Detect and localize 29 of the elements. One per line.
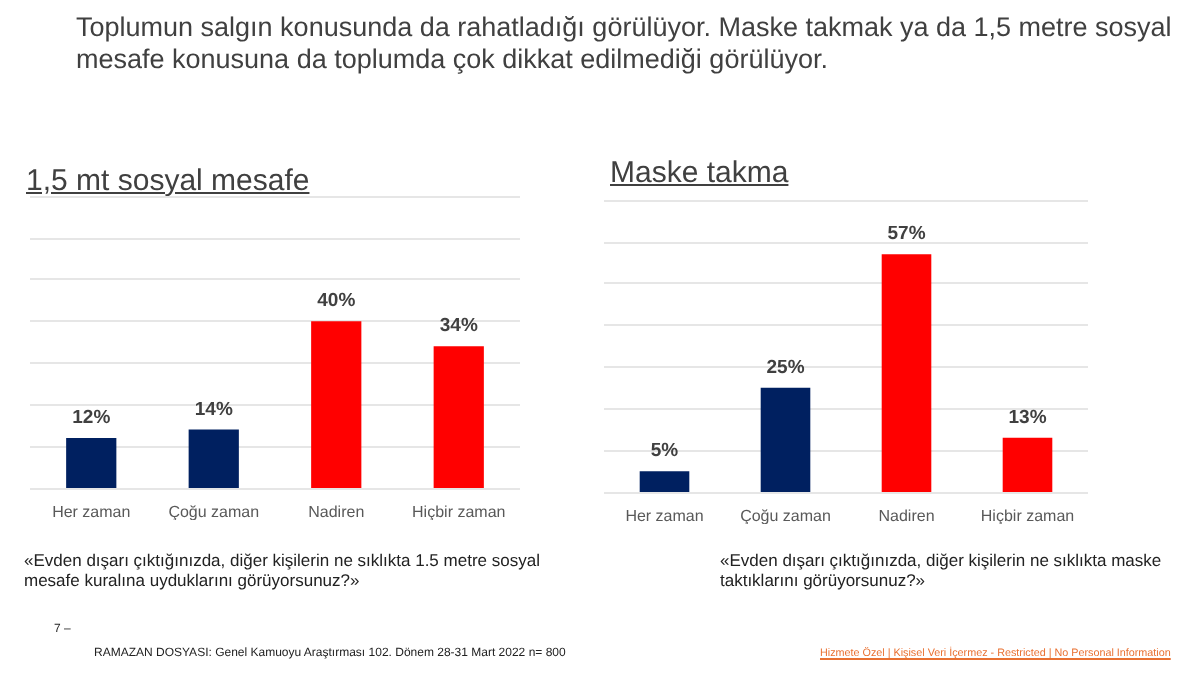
chart-title: 1,5 mt sosyal mesafe: [26, 164, 310, 198]
data-label: 40%: [317, 290, 357, 313]
bar: [433, 346, 484, 488]
text: «Evden dışarı çıktığınızda, diğer kişilerin ne sıklıkta 1.5 metre sosyal mesafe kuralına uyduklarını görüyorsunuz?»: [24, 550, 542, 591]
bar: [760, 387, 811, 492]
bar: [188, 429, 239, 488]
x-tick-label: Hiçbir zaman: [980, 507, 1075, 525]
data-label: 14%: [194, 398, 234, 421]
data-label: 34%: [439, 315, 479, 338]
x-tick-label: Nadiren: [878, 507, 935, 525]
bar: [66, 437, 117, 488]
bar: [881, 254, 932, 492]
x-tick-label: Çoğu zaman: [740, 507, 831, 525]
data-label: 12%: [72, 406, 112, 429]
x-tick-label: Nadiren: [308, 503, 365, 521]
bar: [1002, 437, 1053, 492]
x-tick-label: Hiçbir zaman: [412, 503, 506, 521]
text: Toplumun salgın konusunda da rahatladığı görülüyor. Maske takmak ya da 1,5 metre sosyal mesafe konusuna da toplumda çok dikkat edilmediği görülüyor.: [76, 12, 1174, 77]
data-label: 57%: [887, 223, 927, 246]
x-tick-label: Her zaman: [52, 503, 131, 521]
x-tick-label: Her zaman: [625, 507, 704, 525]
data-label: 5%: [650, 440, 680, 463]
data-label: 13%: [1008, 406, 1048, 429]
data-label: 25%: [766, 356, 806, 379]
bar: [311, 321, 362, 488]
bar: [639, 471, 690, 492]
chart-title: Maske takma: [610, 156, 789, 190]
text: «Evden dışarı çıktığınızda, diğer kişilerin ne sıklıkta maske taktıklarını görüyorsunuz?»: [720, 550, 1164, 591]
x-tick-label: Çoğu zaman: [168, 503, 260, 521]
